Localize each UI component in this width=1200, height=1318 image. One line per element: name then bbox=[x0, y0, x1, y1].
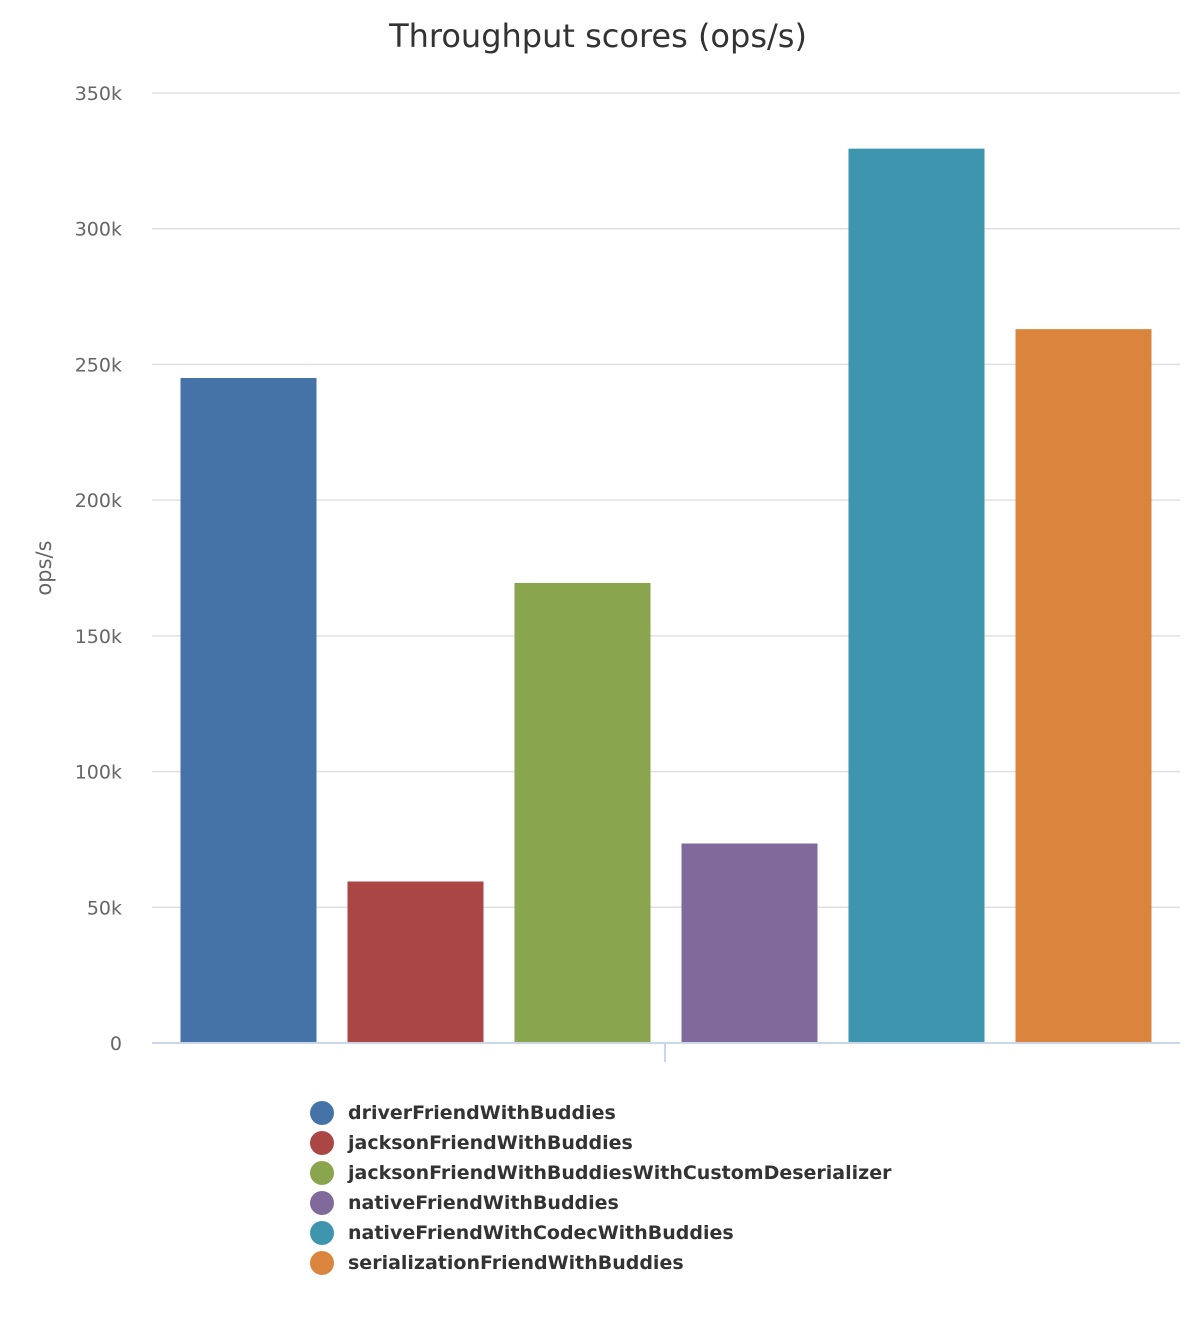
legend-symbol bbox=[310, 1131, 334, 1155]
legend-label: nativeFriendWithBuddies bbox=[348, 1192, 619, 1214]
legend-item[interactable]: serializationFriendWithBuddies bbox=[310, 1248, 891, 1278]
legend-symbol bbox=[310, 1191, 334, 1215]
legend-label: jacksonFriendWithBuddiesWithCustomDeseri… bbox=[348, 1162, 892, 1184]
legend-symbol bbox=[310, 1101, 334, 1125]
y-tick-label: 200k bbox=[75, 490, 122, 512]
legend-label: driverFriendWithBuddies bbox=[348, 1102, 616, 1124]
y-axis-ticks: 0 50k 100k 150k 200k 250k 300k 350k bbox=[75, 83, 122, 1055]
bar[interactable] bbox=[1015, 329, 1152, 1044]
legend-item[interactable]: nativeFriendWithCodecWithBuddies bbox=[310, 1218, 891, 1248]
bar[interactable] bbox=[514, 582, 651, 1043]
legend: driverFriendWithBuddies jacksonFriendWith… bbox=[310, 1098, 891, 1278]
legend-symbol bbox=[310, 1251, 334, 1275]
legend-label: jacksonFriendWithBuddies bbox=[348, 1132, 633, 1154]
bars bbox=[180, 148, 1152, 1044]
legend-label: serializationFriendWithBuddies bbox=[348, 1252, 684, 1274]
legend-symbol bbox=[310, 1161, 334, 1185]
legend-label: nativeFriendWithCodecWithBuddies bbox=[348, 1222, 734, 1244]
y-tick-label: 100k bbox=[75, 762, 122, 784]
gridlines bbox=[152, 92, 1180, 909]
bar[interactable] bbox=[848, 148, 985, 1044]
bar[interactable] bbox=[681, 843, 818, 1044]
y-axis-title: ops/s bbox=[32, 540, 56, 595]
legend-item[interactable]: jacksonFriendWithBuddies bbox=[310, 1128, 891, 1158]
legend-symbol bbox=[310, 1221, 334, 1245]
y-tick-label: 250k bbox=[75, 354, 122, 376]
bar[interactable] bbox=[347, 881, 484, 1044]
y-tick-label: 300k bbox=[75, 219, 122, 241]
legend-item[interactable]: driverFriendWithBuddies bbox=[310, 1098, 891, 1128]
bar[interactable] bbox=[180, 378, 317, 1043]
legend-item[interactable]: jacksonFriendWithBuddiesWithCustomDeseri… bbox=[310, 1158, 891, 1188]
y-tick-label: 0 bbox=[110, 1033, 122, 1055]
y-tick-label: 350k bbox=[75, 83, 122, 105]
legend-item[interactable]: nativeFriendWithBuddies bbox=[310, 1188, 891, 1218]
chart-title: Throughput scores (ops/s) bbox=[388, 17, 807, 55]
y-tick-label: 50k bbox=[87, 897, 122, 919]
y-tick-label: 150k bbox=[75, 626, 122, 648]
